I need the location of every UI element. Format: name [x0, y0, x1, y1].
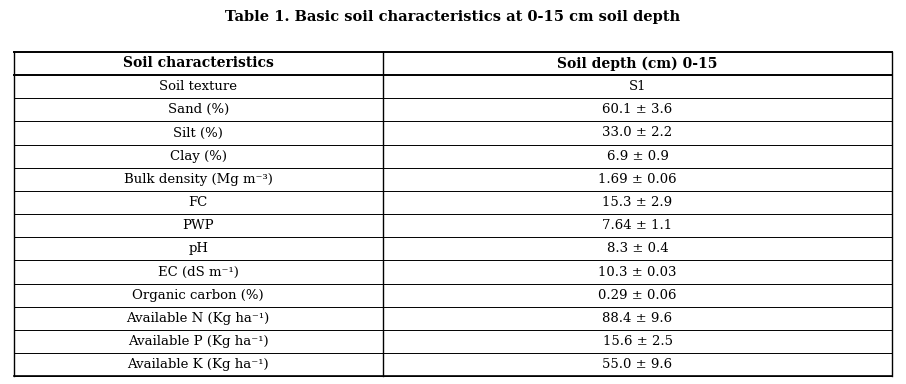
Text: 88.4 ± 9.6: 88.4 ± 9.6	[602, 312, 672, 325]
Text: FC: FC	[188, 196, 207, 209]
Text: 7.64 ± 1.1: 7.64 ± 1.1	[602, 219, 672, 232]
Text: Clay (%): Clay (%)	[169, 150, 226, 163]
Text: 6.9 ± 0.9: 6.9 ± 0.9	[607, 150, 669, 163]
Text: 33.0 ± 2.2: 33.0 ± 2.2	[602, 126, 672, 139]
Text: 15.3 ± 2.9: 15.3 ± 2.9	[602, 196, 672, 209]
Text: Available K (Kg ha⁻¹): Available K (Kg ha⁻¹)	[128, 358, 269, 371]
Text: 1.69 ± 0.06: 1.69 ± 0.06	[598, 173, 677, 186]
Text: 15.6 ± 2.5: 15.6 ± 2.5	[602, 335, 672, 348]
Text: 10.3 ± 0.03: 10.3 ± 0.03	[598, 265, 677, 278]
Text: Available N (Kg ha⁻¹): Available N (Kg ha⁻¹)	[127, 312, 270, 325]
Text: pH: pH	[188, 242, 208, 255]
Text: Bulk density (Mg m⁻³): Bulk density (Mg m⁻³)	[124, 173, 273, 186]
Text: Sand (%): Sand (%)	[168, 103, 229, 116]
Text: 60.1 ± 3.6: 60.1 ± 3.6	[602, 103, 672, 116]
Text: EC (dS m⁻¹): EC (dS m⁻¹)	[158, 265, 238, 278]
Text: Soil texture: Soil texture	[159, 80, 237, 93]
Text: Available P (Kg ha⁻¹): Available P (Kg ha⁻¹)	[128, 335, 268, 348]
Text: S1: S1	[629, 80, 646, 93]
Text: Soil depth (cm) 0-15: Soil depth (cm) 0-15	[557, 56, 718, 71]
Text: 8.3 ± 0.4: 8.3 ± 0.4	[607, 242, 669, 255]
Text: Silt (%): Silt (%)	[173, 126, 223, 139]
Text: Organic carbon (%): Organic carbon (%)	[132, 289, 264, 302]
Text: 0.29 ± 0.06: 0.29 ± 0.06	[598, 289, 677, 302]
Text: 55.0 ± 9.6: 55.0 ± 9.6	[602, 358, 672, 371]
Text: Table 1. Basic soil characteristics at 0-15 cm soil depth: Table 1. Basic soil characteristics at 0…	[226, 10, 680, 23]
Text: PWP: PWP	[182, 219, 214, 232]
Text: Soil characteristics: Soil characteristics	[122, 56, 274, 70]
